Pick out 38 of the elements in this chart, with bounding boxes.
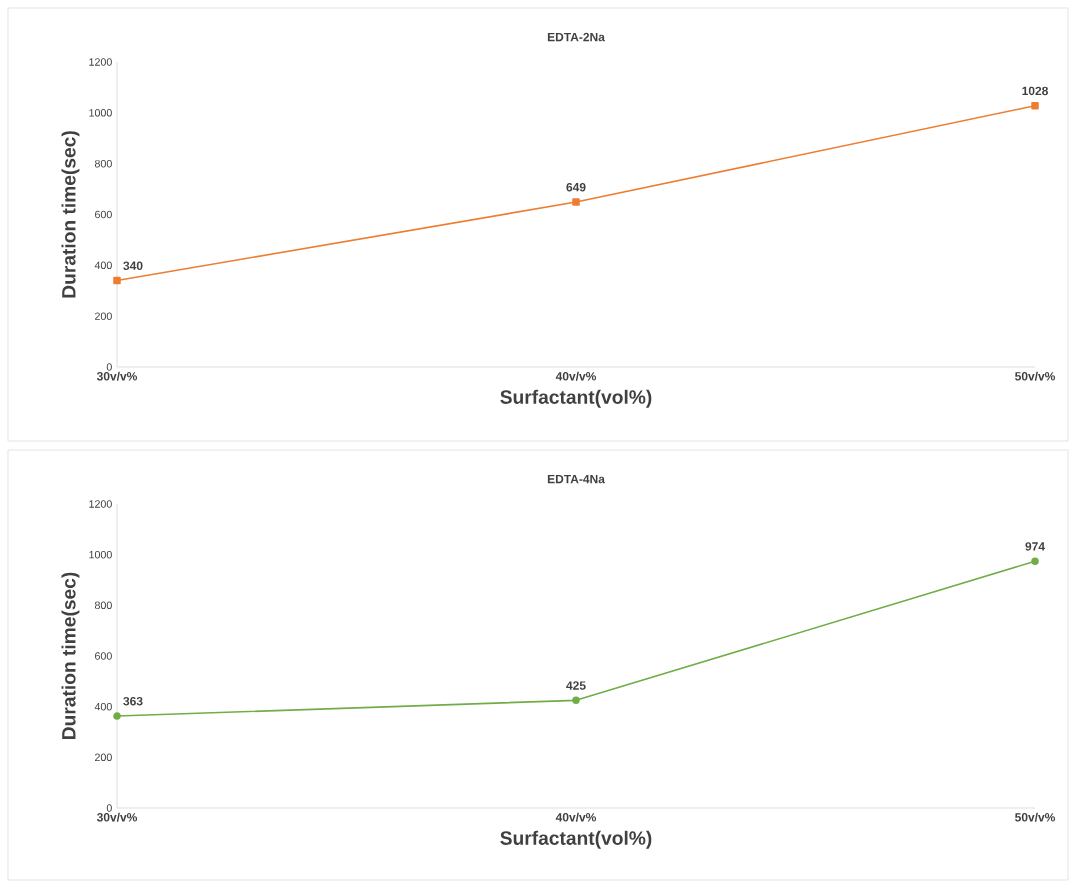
point [1031,557,1039,565]
y-tick-label: 800 [94,159,112,168]
point [572,198,580,206]
y-tick-label: 600 [95,210,112,219]
data-label: 1028 [1022,86,1048,96]
y-tick-label: 200 [95,753,112,762]
point [1031,101,1039,110]
y-tick-label: 1200 [89,58,112,66]
y-axis-title: Duration time(sec) [61,572,80,740]
y-tick-label: 400 [94,702,112,711]
x-tick-label: 50v/v% [1015,371,1056,381]
x-tick-label: 40v/v% [555,371,597,381]
x-axis-title: Surfactant(vol%) [500,830,652,849]
y-tick-label: 1200 [89,500,112,508]
y-tick-label: 0 [106,804,112,812]
chart-title: EDTA-4Na [547,474,605,484]
y-axis-title: Duration time(sec) [61,131,80,298]
point [572,696,580,705]
data-label: 649 [566,182,586,192]
chart-title: EDTA-2Na [547,32,605,42]
y-tick-label: 1000 [89,109,112,117]
data-label: 974 [1025,542,1045,551]
y-tick-label: 0 [106,363,112,371]
x-tick-label: 50v/v% [1015,812,1056,822]
y-tick-label: 800 [94,601,112,610]
x-tick-label: 40v/v% [555,812,597,822]
y-tick-label: 400 [94,261,112,270]
data-label: 340 [123,261,143,270]
point [113,276,121,285]
y-tick-label: 600 [95,652,112,660]
x-tick-label: 30v/v% [96,812,138,822]
data-label: 425 [566,681,586,690]
y-tick-label: 1000 [89,550,112,559]
point [113,712,121,720]
data-label: 363 [123,696,143,706]
x-axis-title: Surfactant(vol%) [500,389,652,408]
y-tick-label: 200 [95,312,112,320]
x-tick-label: 30v/v% [96,371,138,381]
